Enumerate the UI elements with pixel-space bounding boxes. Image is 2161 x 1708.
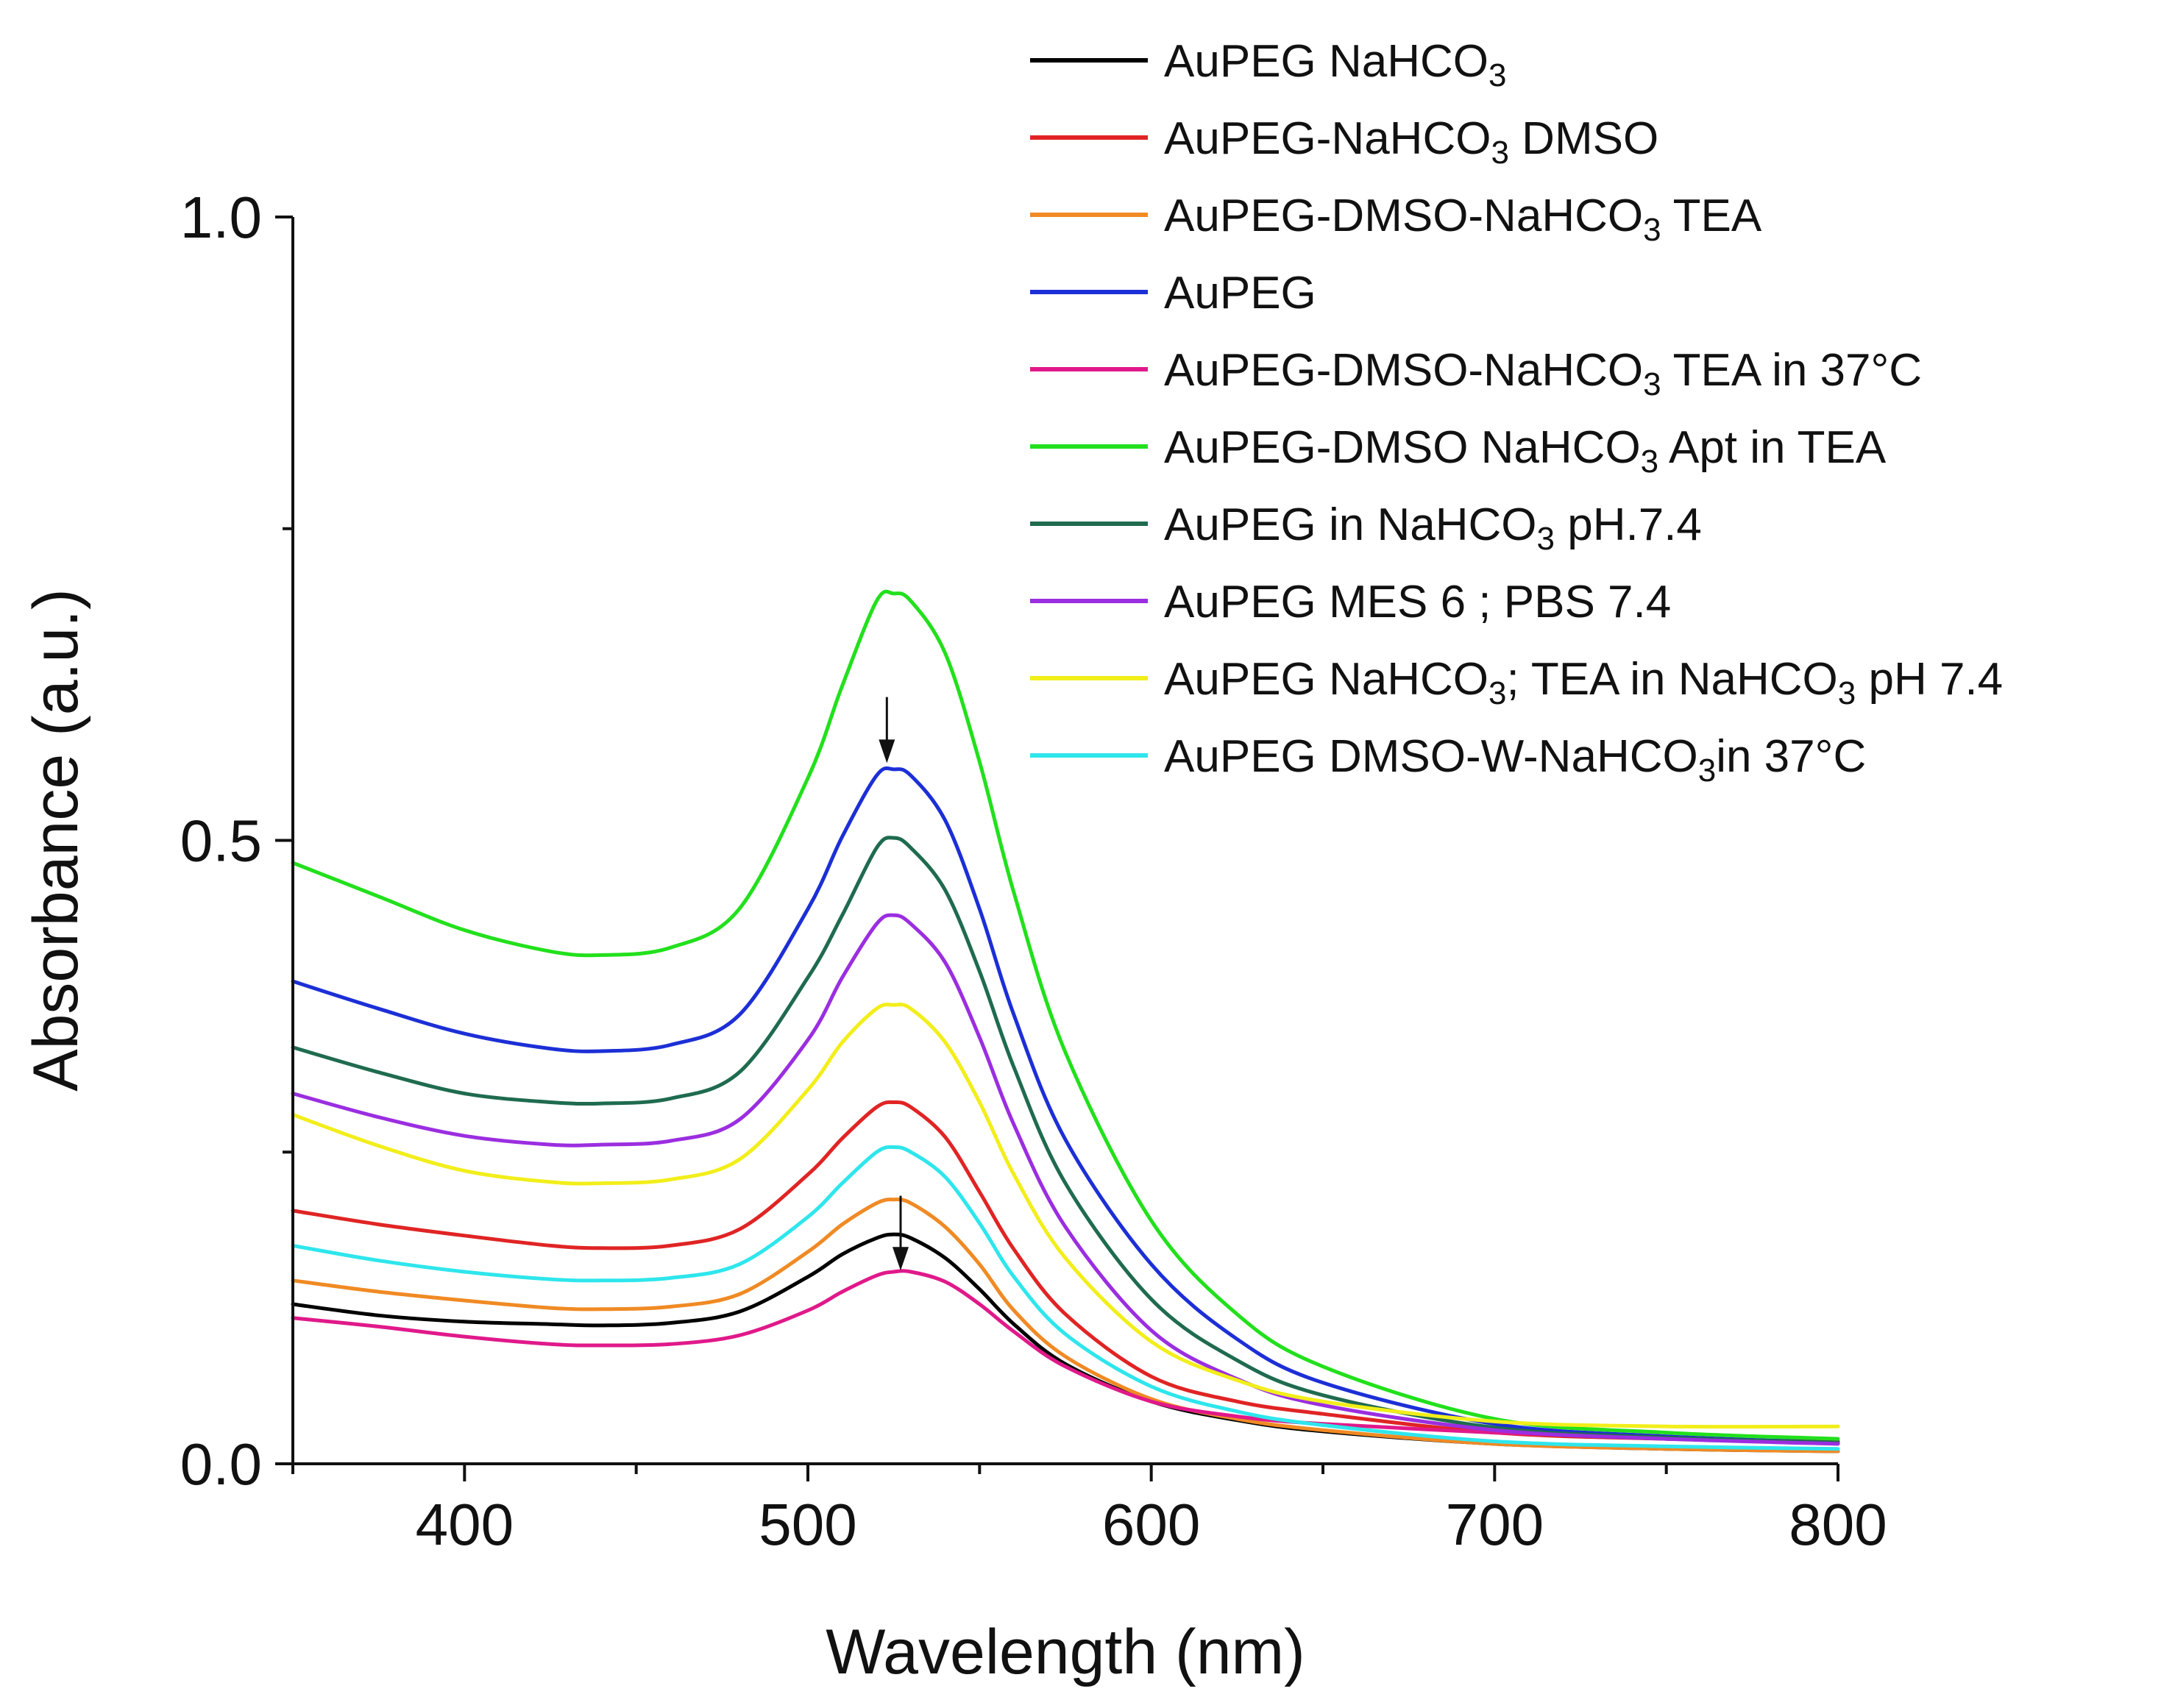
ticks: 400 500 600 700 800 0.0 0.5 1.0 bbox=[180, 185, 1887, 1557]
x-tick-label: 800 bbox=[1789, 1492, 1887, 1557]
x-tick-label: 500 bbox=[759, 1492, 856, 1557]
series-line-s3 bbox=[291, 766, 1840, 1445]
x-tick-label: 600 bbox=[1102, 1492, 1200, 1557]
series-line-s5 bbox=[291, 589, 1840, 1441]
series-line-s9 bbox=[291, 1145, 1840, 1451]
series-line-s8 bbox=[291, 1003, 1840, 1429]
legend-label-s4: AuPEG-DMSO-NaHCO3 TEA in 37°C bbox=[1164, 345, 1922, 402]
legend-label-s7: AuPEG MES 6 ; PBS 7.4 bbox=[1164, 577, 1671, 627]
series-line-s2 bbox=[291, 1198, 1840, 1453]
legend: AuPEG NaHCO3 AuPEG-NaHCO3 DMSO AuPEG-DMSO-… bbox=[1030, 36, 2003, 789]
annotations bbox=[879, 697, 909, 1271]
legend-label-s0: AuPEG NaHCO3 bbox=[1164, 36, 1507, 93]
y-tick-label: 1.0 bbox=[180, 185, 262, 250]
x-tick-label: 400 bbox=[416, 1492, 514, 1557]
y-tick-label: 0.0 bbox=[180, 1431, 262, 1497]
legend-label-s5: AuPEG-DMSO NaHCO3 Apt in TEA bbox=[1164, 422, 1887, 480]
y-axis-title: Absorbance (a.u.) bbox=[21, 588, 91, 1092]
annotation-arrow-head bbox=[879, 739, 895, 764]
series-line-s6 bbox=[291, 836, 1840, 1445]
plot-area bbox=[291, 589, 1840, 1453]
legend-label-s9: AuPEG DMSO-W-NaHCO3in 37°C bbox=[1164, 731, 1866, 789]
series-line-s7 bbox=[291, 913, 1840, 1446]
legend-label-s1: AuPEG-NaHCO3 DMSO bbox=[1164, 113, 1658, 171]
series-line-s4 bbox=[291, 1269, 1840, 1445]
legend-label-s2: AuPEG-DMSO-NaHCO3 TEA bbox=[1164, 191, 1762, 248]
x-tick-label: 700 bbox=[1446, 1492, 1544, 1557]
y-tick-label: 0.5 bbox=[180, 808, 262, 874]
x-axis-title: Wavelength (nm) bbox=[826, 1617, 1305, 1687]
legend-label-s3: AuPEG bbox=[1164, 268, 1316, 319]
legend-label-s6: AuPEG in NaHCO3 pH.7.4 bbox=[1164, 499, 1702, 557]
legend-label-s8: AuPEG NaHCO3; TEA in NaHCO3 pH 7.4 bbox=[1164, 654, 2003, 711]
annotation-arrow-head bbox=[893, 1247, 909, 1271]
series-line-s1 bbox=[291, 1100, 1840, 1443]
